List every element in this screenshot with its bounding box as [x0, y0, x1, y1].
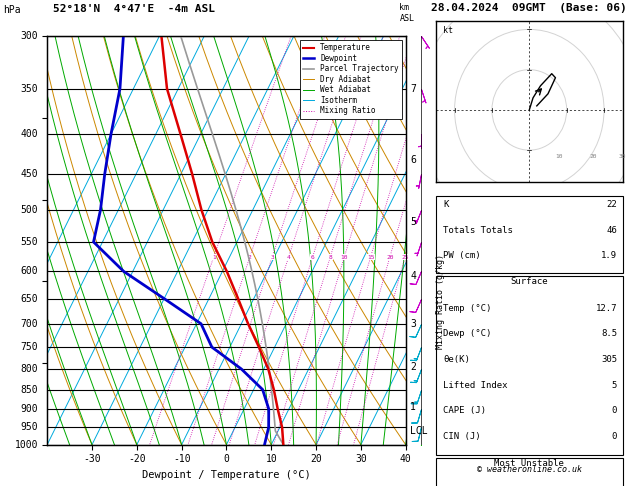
Text: 2: 2: [248, 255, 252, 260]
Text: 850: 850: [21, 384, 38, 395]
Text: 400: 400: [21, 129, 38, 139]
Text: PW (cm): PW (cm): [443, 251, 481, 260]
Text: 1: 1: [410, 402, 416, 412]
Text: 8: 8: [328, 255, 332, 260]
Text: 22: 22: [606, 200, 617, 209]
Text: 30: 30: [619, 154, 626, 159]
Text: 950: 950: [21, 422, 38, 433]
Text: km
ASL: km ASL: [399, 3, 415, 23]
Text: 650: 650: [21, 294, 38, 304]
Text: 0: 0: [612, 432, 617, 441]
Text: Mixing Ratio (g/kg): Mixing Ratio (g/kg): [437, 254, 445, 349]
Text: 1.9: 1.9: [601, 251, 617, 260]
Text: CIN (J): CIN (J): [443, 432, 481, 441]
Text: 1: 1: [212, 255, 216, 260]
Text: 2: 2: [410, 362, 416, 372]
Text: 20: 20: [589, 154, 596, 159]
Text: 15: 15: [367, 255, 374, 260]
Text: 0: 0: [612, 406, 617, 416]
Text: LCL: LCL: [410, 426, 428, 436]
Text: 5: 5: [410, 217, 416, 226]
Text: 700: 700: [21, 319, 38, 329]
Text: 800: 800: [21, 364, 38, 374]
Text: θe(K): θe(K): [443, 355, 470, 364]
Text: Temp (°C): Temp (°C): [443, 304, 492, 312]
Legend: Temperature, Dewpoint, Parcel Trajectory, Dry Adiabat, Wet Adiabat, Isotherm, Mi: Temperature, Dewpoint, Parcel Trajectory…: [299, 40, 402, 119]
Text: 6: 6: [311, 255, 314, 260]
Text: 350: 350: [21, 84, 38, 94]
Text: 10: 10: [555, 154, 563, 159]
X-axis label: Dewpoint / Temperature (°C): Dewpoint / Temperature (°C): [142, 470, 311, 480]
Text: 500: 500: [21, 205, 38, 215]
Text: 7: 7: [410, 84, 416, 94]
Text: 25: 25: [401, 255, 409, 260]
Text: 600: 600: [21, 266, 38, 277]
Text: kt: kt: [443, 26, 454, 35]
Text: 3: 3: [270, 255, 274, 260]
Text: Lifted Index: Lifted Index: [443, 381, 508, 390]
Text: 5: 5: [612, 381, 617, 390]
Text: 46: 46: [606, 226, 617, 235]
Text: Dewp (°C): Dewp (°C): [443, 330, 492, 338]
Text: 4: 4: [410, 271, 416, 281]
Text: Surface: Surface: [511, 277, 548, 286]
Text: 6: 6: [410, 155, 416, 165]
Text: 4: 4: [287, 255, 291, 260]
Text: 550: 550: [21, 237, 38, 247]
Text: 450: 450: [21, 169, 38, 179]
Text: 20: 20: [386, 255, 394, 260]
Text: 8.5: 8.5: [601, 330, 617, 338]
Text: 750: 750: [21, 342, 38, 352]
Text: 3: 3: [410, 319, 416, 329]
Text: 12.7: 12.7: [596, 304, 617, 312]
Text: © weatheronline.co.uk: © weatheronline.co.uk: [477, 465, 582, 474]
Text: 52°18'N  4°47'E  -4m ASL: 52°18'N 4°47'E -4m ASL: [53, 4, 216, 14]
Text: Totals Totals: Totals Totals: [443, 226, 513, 235]
Text: hPa: hPa: [3, 5, 21, 15]
Text: 1000: 1000: [14, 440, 38, 450]
Text: 900: 900: [21, 404, 38, 414]
Text: Most Unstable: Most Unstable: [494, 459, 564, 468]
Text: 10: 10: [340, 255, 348, 260]
Text: 28.04.2024  09GMT  (Base: 06): 28.04.2024 09GMT (Base: 06): [431, 3, 626, 14]
Text: 300: 300: [21, 32, 38, 41]
Text: CAPE (J): CAPE (J): [443, 406, 486, 416]
Text: 305: 305: [601, 355, 617, 364]
Text: K: K: [443, 200, 448, 209]
